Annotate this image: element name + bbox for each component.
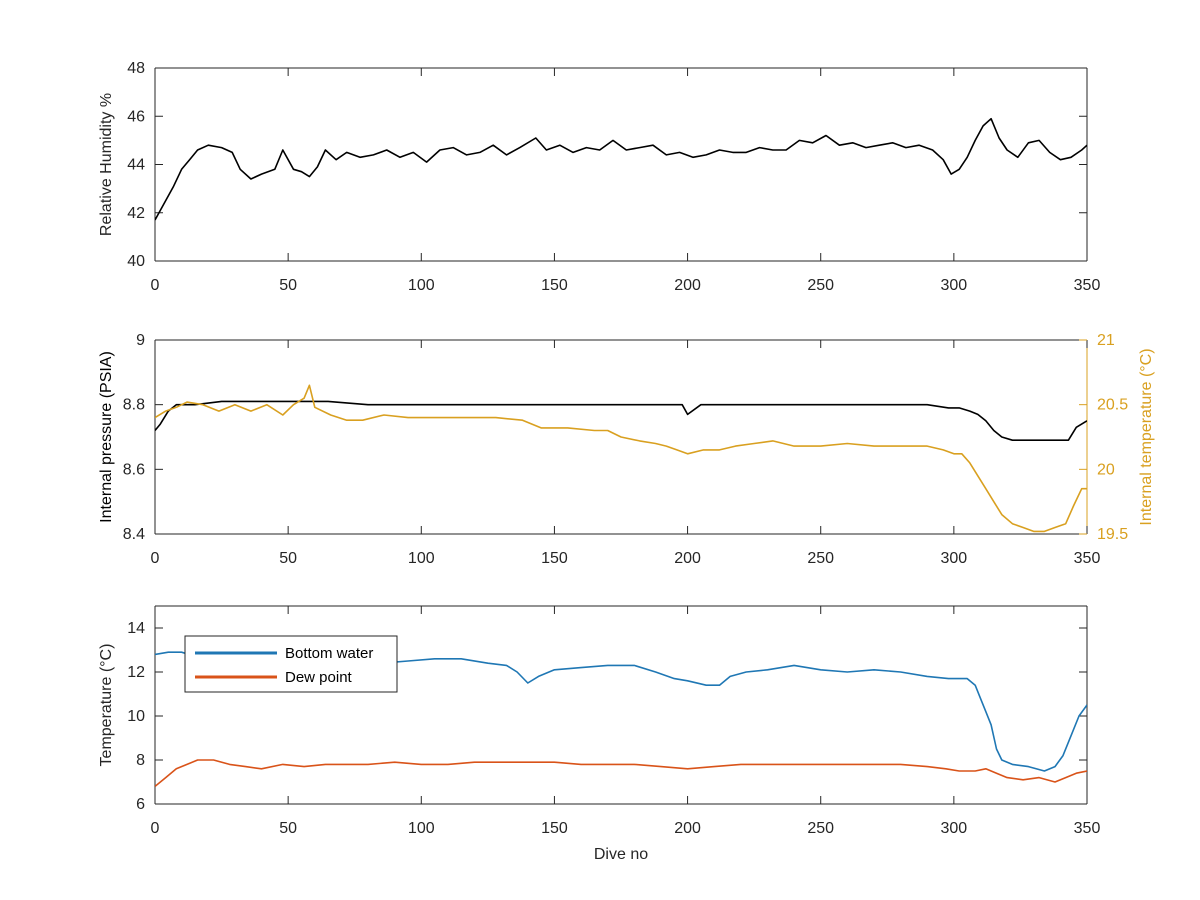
x-tick-label: 200 <box>674 277 701 294</box>
x-tick-label: 0 <box>151 277 160 294</box>
y-tick-label: 40 <box>127 253 145 270</box>
x-tick-label: 250 <box>807 277 834 294</box>
y-tick-label: 8 <box>136 752 145 769</box>
x-tick-label: 150 <box>541 277 568 294</box>
series-line-1 <box>155 400 1087 441</box>
y-axis-label: Relative Humidity % <box>98 93 115 236</box>
x-tick-label: 350 <box>1074 550 1101 567</box>
chart-panel-3: 0 50 100 150 200 250 300 350 6 8 10 12 14 Temperature… <box>98 605 1101 863</box>
chart-panel-2: 0 50 100 150 200 250 300 350 8.4 8.6 8.8 9 19.5 20 20.… <box>98 332 1155 567</box>
x-tick-label: 300 <box>941 820 968 837</box>
y-tick-label: 10 <box>127 708 145 725</box>
x-tick-label: 50 <box>279 550 297 567</box>
x-tick-label: 0 <box>151 820 160 837</box>
y-tick-label: 8.4 <box>123 526 145 543</box>
x-tick-label: 100 <box>408 550 435 567</box>
y-tick-label: 12 <box>127 664 145 681</box>
x-tick-label: 200 <box>674 550 701 567</box>
x-tick-label: 350 <box>1074 277 1101 294</box>
y-tick-label: 42 <box>127 205 145 222</box>
x-tick-label: 100 <box>408 820 435 837</box>
series-line-2 <box>155 384 1087 533</box>
y-tick-label: 44 <box>127 157 145 174</box>
x-tick-label: 350 <box>1074 820 1101 837</box>
y-tick-label: 46 <box>127 108 145 125</box>
y-tick-label: 8.6 <box>123 461 145 478</box>
series-line-1 <box>155 117 1087 221</box>
x-tick-label: 250 <box>807 550 834 567</box>
legend-entry-label: Dew point <box>285 669 353 686</box>
x-tick-label: 150 <box>541 820 568 837</box>
y-tick-label: 14 <box>127 620 145 637</box>
y2-tick-label: 19.5 <box>1097 526 1128 543</box>
x-axis-label: Dive no <box>594 846 648 863</box>
y2-tick-label: 20.5 <box>1097 397 1128 414</box>
x-tick-label: 100 <box>408 277 435 294</box>
series-line-dew-point <box>155 759 1087 788</box>
y2-tick-label: 21 <box>1097 332 1115 349</box>
x-tick-label: 300 <box>941 550 968 567</box>
y2-axis-label: Internal temperature (°C) <box>1138 348 1155 525</box>
chart-panel-1: 0 50 100 150 200 250 300 350 40 42 44 46 48 Relative … <box>98 60 1100 294</box>
x-tick-label: 150 <box>541 550 568 567</box>
y2-tick-label: 20 <box>1097 461 1115 478</box>
x-tick-label: 300 <box>941 277 968 294</box>
y-axis-label: Internal pressure (PSIA) <box>98 351 115 523</box>
y-axis-label: Temperature (°C) <box>98 644 115 767</box>
legend-box <box>184 635 398 693</box>
x-tick-label: 200 <box>674 820 701 837</box>
x-tick-label: 50 <box>279 277 297 294</box>
y-tick-label: 48 <box>127 60 145 77</box>
legend-entry-label: Bottom water <box>285 645 373 662</box>
legend: Bottom water Dew point <box>184 635 398 693</box>
x-tick-label: 0 <box>151 550 160 567</box>
x-tick-label: 50 <box>279 820 297 837</box>
y-tick-label: 6 <box>136 796 145 813</box>
y-tick-label: 8.8 <box>123 397 145 414</box>
x-tick-label: 250 <box>807 820 834 837</box>
y-tick-label: 9 <box>136 332 145 349</box>
